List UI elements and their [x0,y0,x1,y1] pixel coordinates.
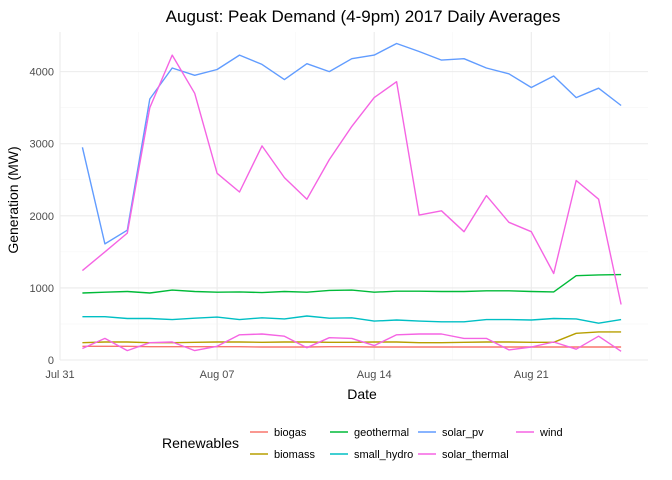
legend-label: solar_thermal [442,449,509,461]
x-axis-ticks: Jul 31 Aug 07 Aug 14 Aug 21 [45,369,548,381]
x-tick-label: Aug 07 [200,369,235,381]
legend-item-solar-thermal: solar_thermal [418,449,509,461]
y-tick-label: 2000 [30,211,54,223]
series-line-solar-pv [81,42,622,245]
legend-label: geothermal [354,427,409,439]
legend-title: Renewables [162,435,239,451]
legend-item-geothermal: geothermal [330,427,409,439]
y-axis-title: Generation (MW) [5,146,21,253]
series-line-solar-thermal [82,333,622,352]
chart-title: August: Peak Demand (4-9pm) 2017 Daily A… [166,7,561,26]
legend-item-small-hydro: small_hydro [330,449,413,461]
series-line-geothermal [82,273,622,294]
series-lines [81,42,622,352]
legend-label: small_hydro [354,449,413,461]
x-axis-title: Date [347,386,377,402]
legend-label: wind [539,427,563,439]
x-tick-label: Aug 21 [514,369,549,381]
legend-item-wind: wind [516,427,563,439]
series-line-biomass [82,331,622,344]
legend-label: biomass [274,449,315,461]
y-tick-label: 3000 [30,139,54,151]
legend-label: biogas [274,427,307,439]
legend-item-solar-pv: solar_pv [418,427,484,439]
series-line-biogas [82,345,622,348]
grid [59,32,648,361]
y-tick-label: 1000 [30,283,54,295]
y-axis-ticks: 0 1000 2000 3000 4000 [30,67,54,367]
plot-area [59,32,648,361]
x-tick-label: Jul 31 [45,369,74,381]
legend-items: biogas biomass geothermal small_hydro solar_… [250,427,563,461]
legend-label: solar_pv [442,427,484,439]
y-tick-label: 4000 [30,67,54,79]
x-tick-label: Aug 14 [357,369,392,381]
legend: Renewables biogas biomass geothermal small_… [162,427,563,461]
legend-item-biomass: biomass [250,449,315,461]
y-tick-label: 0 [48,355,54,367]
legend-item-biogas: biogas [250,427,307,439]
series-line-wind [81,54,622,305]
series-line-small-hydro [82,315,622,324]
